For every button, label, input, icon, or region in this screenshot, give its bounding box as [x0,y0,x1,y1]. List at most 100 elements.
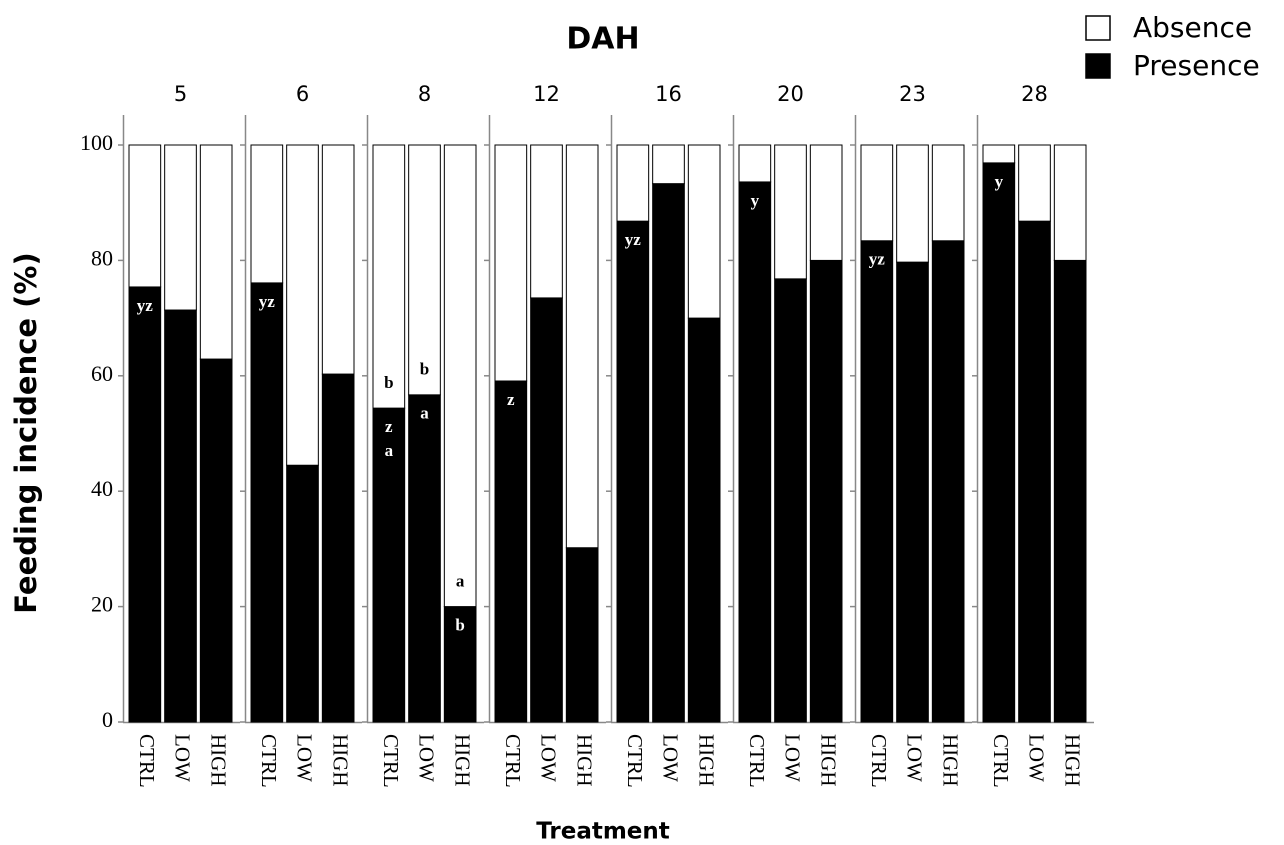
bar-segment [1018,144,1051,222]
facet-label: 12 [533,82,560,106]
facet-label: 6 [296,82,309,106]
bar-segment [809,144,843,261]
annotation: a [420,404,429,423]
x-tick-label: CTRL [379,734,403,788]
legend-swatch [1085,15,1111,41]
bar-segment [738,181,772,723]
bar-segment [982,162,1016,723]
annotation: yz [869,250,886,269]
x-tick-label: LOW [415,734,439,782]
annotation: b [455,616,464,635]
bar-segment [1053,259,1087,723]
bar-segment [443,606,477,723]
bar-segment [321,373,355,723]
bar-segment [860,240,894,723]
x-tick-label: LOW [171,734,195,782]
x-axis-label: Treatment [536,819,670,845]
x-tick-label: HIGH [938,734,962,787]
y-tick-label: 20 [91,592,113,617]
bar-segment [128,286,162,723]
annotation: z [507,390,515,409]
bar-segment [372,407,406,723]
x-tick-label: HIGH [816,734,840,787]
annotation: yz [625,230,642,249]
annotation: y [751,191,760,210]
legend-label: Presence [1133,49,1260,82]
y-tick-label: 40 [91,476,113,501]
bar-segment [896,261,929,723]
bar-segment [774,278,807,723]
bar-segment [199,144,233,360]
bar-segment [164,309,197,723]
bar-segment [652,144,685,185]
bar-segment [1053,144,1087,261]
bar-segment [250,282,284,723]
x-tick-label: CTRL [257,734,281,788]
bar-segment [565,547,599,723]
bar-segment [164,144,197,311]
x-tick-label: CTRL [135,734,159,788]
annotation: y [995,172,1004,191]
bar-segment [738,144,772,183]
bar-segment [687,144,721,319]
facet-label: 16 [655,82,682,106]
x-tick-label: CTRL [501,734,525,788]
y-tick-label: 80 [91,245,113,270]
legend-swatch [1085,53,1111,79]
bar-segment [408,394,441,723]
legend-label: Absence [1133,11,1252,44]
y-tick-label: 0 [102,707,113,732]
facet-label: 20 [777,82,804,106]
x-tick-label: LOW [537,734,561,782]
bar-segment [530,297,563,723]
bar-segment [982,144,1016,164]
bar-segment [616,144,650,222]
bar-segment [687,317,721,723]
bar-segment [530,144,563,299]
annotation: yz [137,296,154,315]
bar-segment [616,220,650,723]
x-tick-label: HIGH [328,734,352,787]
x-tick-label: HIGH [572,734,596,787]
x-tick-label: CTRL [745,734,769,788]
x-tick-label: CTRL [989,734,1013,788]
annotation: z [385,417,393,436]
bar-segment [931,144,965,242]
annotation: yz [259,292,276,311]
y-axis-label: Feeding incidence (%) [9,252,43,613]
x-tick-label: HIGH [206,734,230,787]
bar-segment [652,183,685,723]
facet-label: 5 [174,82,187,106]
x-tick-label: LOW [1025,734,1049,782]
bar-segment [774,144,807,280]
bar-segment [931,240,965,723]
bar-segment [494,380,528,723]
bar-segment [896,144,929,263]
annotation: a [456,572,465,591]
bar-segment [1018,220,1051,723]
x-tick-label: HIGH [1060,734,1084,787]
x-tick-label: CTRL [867,734,891,788]
x-tick-label: HIGH [694,734,718,787]
bar-segment [860,144,894,242]
bar-segment [372,144,406,409]
bar-segment [286,144,319,466]
x-tick-label: HIGH [450,734,474,787]
bar-segment [128,144,162,288]
bar-segment [321,144,355,375]
x-tick-label: LOW [781,734,805,782]
facet-label: 23 [899,82,926,106]
facet-label: 8 [418,82,431,106]
x-tick-label: CTRL [623,734,647,788]
bar-segment [199,358,233,723]
annotation: b [384,373,393,392]
x-tick-label: LOW [903,734,927,782]
x-tick-label: LOW [293,734,317,782]
bar-segment [809,259,843,723]
bar-segment [443,144,477,608]
y-tick-label: 100 [80,130,113,155]
facet-label: 28 [1021,82,1048,106]
chart-title: DAH [566,22,639,57]
bar-segment [408,144,441,396]
